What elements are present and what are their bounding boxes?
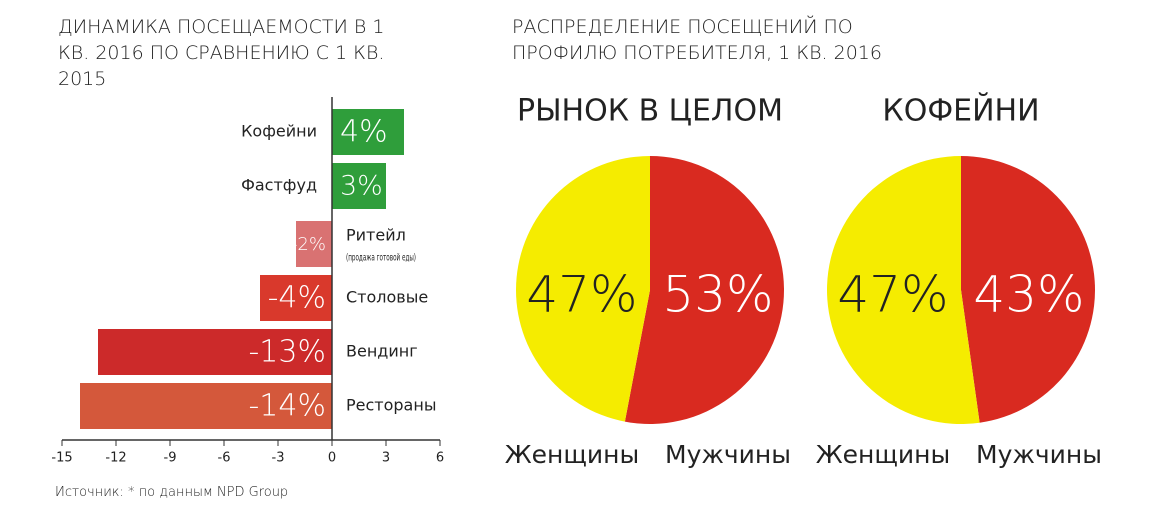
bar xyxy=(98,329,332,375)
bar xyxy=(332,163,386,209)
value-label: -2% xyxy=(291,234,326,255)
pie-slice xyxy=(624,156,784,424)
x-tick-label: -12 xyxy=(105,451,126,466)
x-tick-label: -9 xyxy=(164,451,177,466)
bar xyxy=(80,383,332,429)
x-tick-label: 6 xyxy=(436,451,444,466)
category-label: Женщины xyxy=(505,440,640,469)
value-label: 53% xyxy=(662,266,773,324)
category-label: Мужчины xyxy=(976,440,1102,469)
value-label: 4% xyxy=(340,115,388,150)
pie-slice xyxy=(826,156,980,425)
x-tick-label: -6 xyxy=(218,451,231,466)
category-label: Рестораны xyxy=(346,396,436,415)
value-label: 47% xyxy=(837,266,948,324)
category-label: Столовые xyxy=(346,288,428,307)
x-tick-label: 3 xyxy=(382,451,390,466)
x-tick-label: -15 xyxy=(51,451,72,466)
pie-section-title: РАСПРЕДЕЛЕНИЕ ПОСЕЩЕНИЙ ПО ПРОФИЛЮ ПОТРЕ… xyxy=(512,16,882,64)
bar-title: ДИНАМИКА ПОСЕЩАЕМОСТИ В 1 КВ. 2016 ПО СР… xyxy=(58,16,385,90)
x-tick-label: 0 xyxy=(328,451,336,466)
value-label: -4% xyxy=(268,281,326,316)
value-label: 47% xyxy=(526,266,637,324)
value-label: -14% xyxy=(248,389,326,424)
pie-title: РЫНОК В ЦЕЛОМ xyxy=(517,94,783,129)
value-label: -13% xyxy=(248,335,326,370)
pie-title: КОФЕЙНИ xyxy=(882,93,1039,129)
source: Источник: * по данным NPD Group xyxy=(55,485,289,500)
category-label: Мужчины xyxy=(665,440,791,469)
bar xyxy=(260,275,332,321)
category-label: Фастфуд xyxy=(241,176,317,195)
category-label: Кофейни xyxy=(241,122,317,141)
value-label: 3% xyxy=(340,171,383,202)
pie-slice xyxy=(961,156,1095,423)
bar xyxy=(296,221,332,267)
category-label: Ритейл xyxy=(346,226,406,245)
value-label: 43% xyxy=(973,266,1084,324)
pie-slice xyxy=(515,155,650,422)
bar xyxy=(332,109,404,155)
category-label: Женщины xyxy=(816,440,951,469)
category-label: Вендинг xyxy=(346,342,418,361)
category-note: (продажа готовой еды) xyxy=(346,253,416,264)
x-tick-label: -3 xyxy=(272,451,285,466)
